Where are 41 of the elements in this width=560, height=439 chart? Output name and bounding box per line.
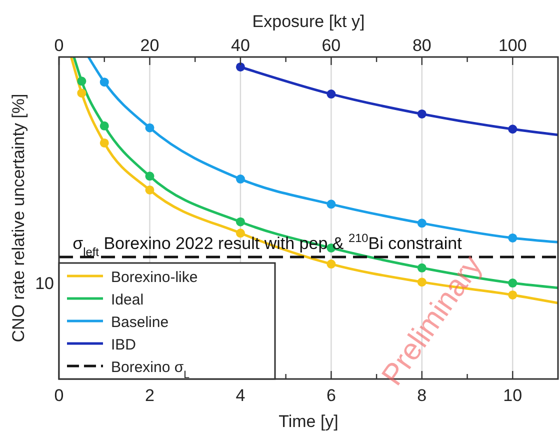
point bbox=[326, 260, 336, 269]
point bbox=[508, 290, 518, 300]
point bbox=[145, 172, 154, 181]
point bbox=[100, 78, 109, 87]
x2-tick-label: 20 bbox=[140, 36, 160, 55]
x2-tick-label: 0 bbox=[54, 36, 64, 55]
point bbox=[145, 185, 154, 194]
point bbox=[236, 62, 245, 72]
point bbox=[77, 88, 86, 98]
x2-tick-label: 100 bbox=[498, 36, 527, 55]
point bbox=[326, 200, 336, 209]
legend-label: Baseline bbox=[111, 314, 169, 331]
x-tick-label: 4 bbox=[236, 386, 246, 405]
legend-label: Ideal bbox=[111, 292, 144, 308]
point bbox=[417, 109, 426, 118]
legend-label: Borexino σ$_{L}$ bbox=[111, 359, 190, 381]
point bbox=[508, 278, 518, 288]
point bbox=[236, 217, 245, 226]
point bbox=[508, 233, 518, 242]
x-tick-label: 2 bbox=[144, 386, 154, 405]
x-tick-label: 6 bbox=[326, 386, 336, 405]
point bbox=[145, 123, 154, 132]
y-axis-title: CNO rate relative uncertainty [%] bbox=[9, 94, 28, 342]
point bbox=[100, 138, 109, 148]
point bbox=[417, 218, 426, 228]
point bbox=[236, 174, 245, 184]
point bbox=[326, 90, 336, 99]
x-tick-label: 10 bbox=[503, 386, 522, 405]
point bbox=[77, 76, 86, 86]
point bbox=[508, 124, 518, 134]
x2-tick-label: 80 bbox=[412, 36, 432, 55]
legend-label: Borexino-like bbox=[111, 269, 198, 286]
legend-label: IBD bbox=[111, 336, 136, 354]
point bbox=[100, 121, 109, 130]
x-tick-label: 0 bbox=[54, 386, 64, 405]
x2-tick-label: 60 bbox=[322, 36, 341, 55]
x2-axis-title: Exposure [kt y] bbox=[252, 12, 365, 31]
x-axis-title: Time [y] bbox=[278, 412, 338, 431]
x2-tick-label: 40 bbox=[230, 36, 250, 55]
text: 10 bbox=[35, 274, 54, 293]
x-tick-label: 8 bbox=[417, 386, 427, 405]
